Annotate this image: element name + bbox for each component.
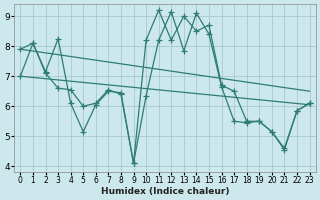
X-axis label: Humidex (Indice chaleur): Humidex (Indice chaleur) — [101, 187, 229, 196]
